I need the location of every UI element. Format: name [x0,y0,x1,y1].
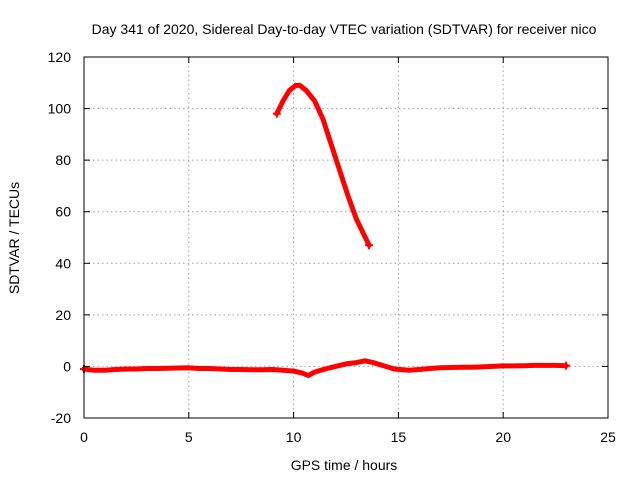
y-tick-label: 60 [55,204,71,220]
y-tick-label: 0 [63,358,71,374]
series-line-satellite-pass-high [274,82,372,248]
x-tick-label: 0 [80,429,88,445]
x-tick-label: 5 [185,429,193,445]
y-axis-label: SDTVAR / TECUs [6,182,22,294]
y-tick-label: 20 [55,307,71,323]
x-tick-label: 15 [391,429,407,445]
series-layer [80,82,571,378]
x-tick-label: 25 [600,429,616,445]
axis-ticks: 0 5 10 15 20 25 -20 0 20 40 60 80 100 120 [48,49,616,445]
y-tick-label: 120 [48,49,72,65]
y-tick-label: -20 [51,410,71,426]
x-tick-label: 10 [286,429,302,445]
x-tick-label: 20 [495,429,511,445]
y-tick-label: 100 [48,101,72,117]
plot-border [83,56,609,419]
series-line-satellite-pass-baseline [81,358,569,378]
y-tick-label: 80 [55,152,71,168]
x-axis-label: GPS time / hours [291,457,398,473]
grid [84,57,608,418]
chart-title: Day 341 of 2020, Sidereal Day-to-day VTE… [92,21,597,37]
y-tick-label: 40 [55,255,71,271]
